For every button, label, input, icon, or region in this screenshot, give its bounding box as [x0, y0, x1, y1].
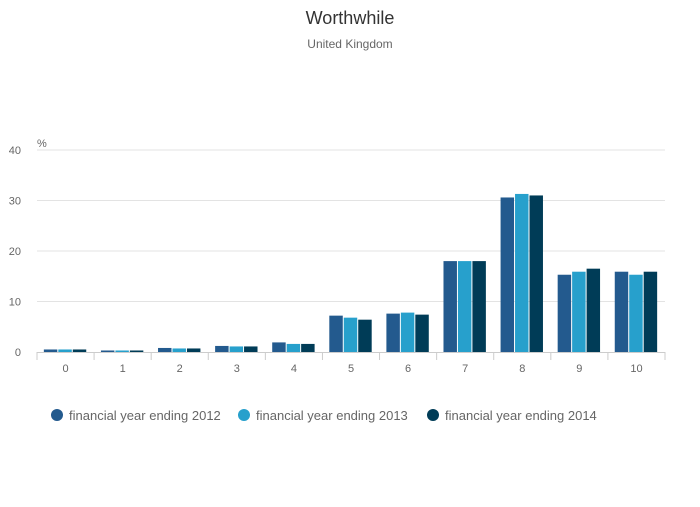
- bar-series-1-cat-0[interactable]: [43, 349, 58, 352]
- x-tick-label: 5: [348, 363, 354, 375]
- legend-marker: [51, 409, 63, 421]
- bar-series-1-cat-3[interactable]: [215, 345, 229, 352]
- bar-series-1-cat-10[interactable]: [614, 271, 629, 352]
- y-tick-label: 10: [9, 297, 21, 309]
- x-tick-label: 3: [234, 363, 240, 375]
- legend-marker: [238, 409, 250, 421]
- legend-item-1[interactable]: financial year ending 2012: [51, 408, 221, 423]
- legend-label: financial year ending 2012: [69, 408, 221, 423]
- bar-series-1-cat-2[interactable]: [158, 347, 172, 352]
- x-tick-label: 10: [630, 363, 642, 375]
- x-tick-label: 1: [120, 363, 126, 375]
- bar-series-2-cat-5[interactable]: [343, 317, 358, 352]
- bar-series-1-cat-1[interactable]: [100, 350, 115, 352]
- x-tick-label: 7: [462, 363, 468, 375]
- y-tick-label: 40: [9, 145, 21, 157]
- bar-series-2-cat-9[interactable]: [572, 271, 586, 352]
- bar-series-2-cat-10[interactable]: [629, 274, 643, 352]
- bar-series-3-cat-0[interactable]: [72, 349, 87, 352]
- y-tick-label: 20: [9, 246, 21, 258]
- x-tick-label: 0: [62, 363, 68, 375]
- y-tick-label: 30: [9, 196, 21, 208]
- x-tick-label: 4: [291, 363, 297, 375]
- bars: [43, 193, 658, 352]
- bar-series-3-cat-1[interactable]: [129, 350, 144, 352]
- bar-series-1-cat-6[interactable]: [386, 313, 400, 352]
- bar-series-1-cat-5[interactable]: [329, 315, 343, 352]
- bar-series-3-cat-3[interactable]: [244, 346, 258, 352]
- bar-series-1-cat-4[interactable]: [272, 342, 286, 352]
- bar-series-3-cat-6[interactable]: [415, 314, 429, 352]
- bar-series-3-cat-8[interactable]: [529, 195, 543, 352]
- bar-series-3-cat-5[interactable]: [358, 319, 372, 352]
- bar-series-3-cat-2[interactable]: [186, 348, 201, 352]
- x-axis: 0 1 2 3 4 5 6 7 8 9 10: [36, 352, 666, 375]
- bar-series-2-cat-7[interactable]: [457, 261, 472, 352]
- legend-label: financial year ending 2013: [256, 408, 408, 423]
- legend-marker: [427, 409, 439, 421]
- legend: financial year ending 2012 financial year…: [51, 408, 597, 423]
- bar-series-1-cat-7[interactable]: [443, 261, 457, 352]
- bar-series-2-cat-1[interactable]: [115, 350, 129, 352]
- chart-subtitle: United Kingdom: [307, 37, 392, 51]
- x-tick-label: 9: [576, 363, 582, 375]
- bar-series-2-cat-0[interactable]: [58, 349, 72, 352]
- bar-series-2-cat-4[interactable]: [286, 343, 301, 352]
- bar-series-3-cat-9[interactable]: [586, 268, 601, 352]
- legend-label: financial year ending 2014: [445, 408, 597, 423]
- bar-series-2-cat-2[interactable]: [172, 348, 186, 352]
- legend-item-2[interactable]: financial year ending 2013: [238, 408, 408, 423]
- x-tick-label: 8: [519, 363, 525, 375]
- bar-series-3-cat-7[interactable]: [472, 261, 486, 352]
- bar-series-2-cat-8[interactable]: [515, 193, 529, 352]
- bar-series-2-cat-3[interactable]: [229, 346, 244, 352]
- bar-series-2-cat-6[interactable]: [400, 312, 415, 352]
- bar-series-1-cat-8[interactable]: [500, 197, 515, 352]
- bar-series-3-cat-10[interactable]: [643, 271, 658, 352]
- x-tick-label: 2: [177, 363, 183, 375]
- chart-title: Worthwhile: [306, 8, 395, 28]
- bar-series-1-cat-9[interactable]: [557, 274, 572, 352]
- x-tick-label: 6: [405, 363, 411, 375]
- legend-item-3[interactable]: financial year ending 2014: [427, 408, 597, 423]
- bar-series-3-cat-4[interactable]: [301, 343, 315, 352]
- y-axis-unit-label: %: [37, 138, 47, 150]
- y-tick-label: 0: [15, 347, 21, 359]
